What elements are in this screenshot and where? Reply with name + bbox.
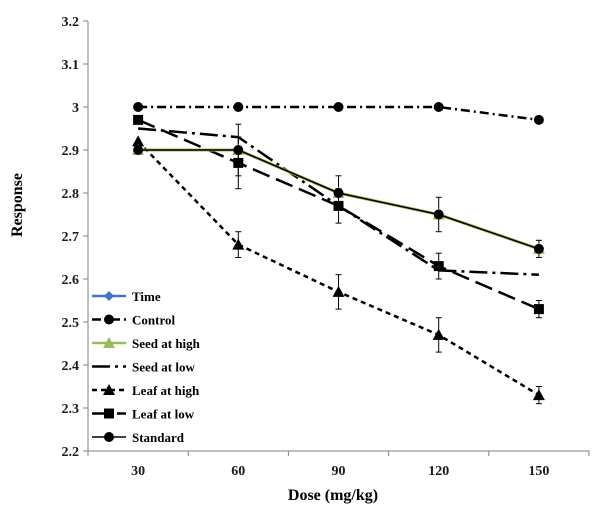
data-point-standard bbox=[433, 209, 444, 220]
legend-label-seed-at-low: Seed at low bbox=[132, 360, 195, 375]
data-point-leaf-at-low bbox=[233, 157, 244, 168]
legend-label-standard: Standard bbox=[132, 430, 185, 445]
x-tick-label: 30 bbox=[131, 464, 145, 479]
legend-marker-seed-at-high bbox=[103, 337, 115, 348]
data-point-standard bbox=[233, 145, 244, 155]
series-lines bbox=[137, 105, 540, 397]
legend: Time Control Seed at high Seed at low Leaf a… bbox=[92, 289, 201, 445]
data-point-leaf-at-low bbox=[533, 304, 544, 315]
data-point-leaf-at-high bbox=[232, 238, 245, 250]
x-axis-title: Dose (mg/kg) bbox=[288, 487, 378, 504]
data-point-leaf-at-low bbox=[133, 114, 144, 125]
x-tick-label: 60 bbox=[231, 464, 245, 479]
data-point-control bbox=[333, 102, 344, 112]
y-ticks: 2.2 2.3 2.4 2.5 2.6 2.7 2.8 2.9 3 3.1 3.2 bbox=[62, 15, 88, 460]
data-point-standard bbox=[133, 145, 144, 155]
y-tick-label: 2.2 bbox=[62, 445, 80, 460]
legend-marker-standard bbox=[104, 432, 114, 442]
data-point-leaf-at-low bbox=[333, 200, 344, 211]
data-point-leaf-at-high bbox=[132, 135, 145, 147]
y-tick-label: 2.4 bbox=[62, 359, 80, 374]
y-tick-label: 2.5 bbox=[62, 316, 80, 331]
data-point-control bbox=[533, 114, 544, 125]
data-point-standard bbox=[333, 188, 344, 198]
y-tick-label: 2.7 bbox=[62, 230, 80, 245]
y-tick-label: 2.8 bbox=[62, 187, 80, 202]
legend-label-time: Time bbox=[132, 289, 161, 304]
y-tick-label: 2.6 bbox=[62, 273, 80, 288]
data-point-standard bbox=[533, 243, 544, 254]
y-axis-title: Response bbox=[9, 173, 26, 237]
y-tick-label: 3.1 bbox=[62, 58, 80, 73]
y-tick-label: 2.3 bbox=[62, 402, 80, 417]
legend-marker-leaf-at-high bbox=[103, 384, 115, 395]
x-tick-label: 150 bbox=[528, 464, 549, 479]
legend-marker-leaf-at-low bbox=[104, 408, 114, 419]
legend-label-seed-at-high: Seed at high bbox=[132, 336, 201, 351]
data-point-control bbox=[233, 102, 244, 112]
data-point-leaf-at-low bbox=[433, 261, 444, 272]
legend-label-leaf-at-high: Leaf at high bbox=[132, 383, 200, 398]
series-markers bbox=[132, 102, 545, 401]
data-point-control bbox=[133, 102, 144, 112]
legend-marker-time bbox=[104, 291, 114, 301]
legend-label-control: Control bbox=[132, 313, 175, 328]
x-tick-label: 90 bbox=[332, 464, 346, 479]
data-point-leaf-at-high bbox=[332, 285, 345, 297]
x-ticks: 30 60 90 120 150 bbox=[87, 451, 590, 479]
x-tick-label: 120 bbox=[428, 464, 449, 479]
y-tick-label: 2.9 bbox=[62, 144, 80, 159]
legend-marker-control bbox=[104, 314, 114, 325]
legend-label-leaf-at-low: Leaf at low bbox=[132, 407, 195, 422]
data-point-leaf-at-high bbox=[432, 328, 445, 340]
y-tick-label: 3 bbox=[72, 101, 79, 116]
data-point-control bbox=[433, 102, 444, 112]
y-tick-label: 3.2 bbox=[62, 15, 80, 30]
data-point-leaf-at-high bbox=[532, 389, 545, 401]
